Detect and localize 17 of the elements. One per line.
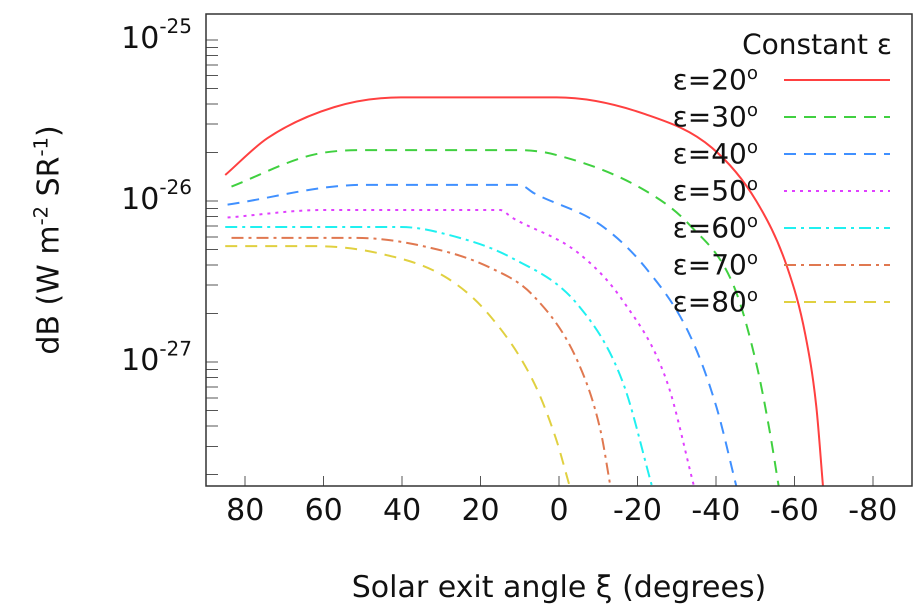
x-tick-label: -60 (770, 492, 819, 528)
x-tick-label: -40 (691, 492, 740, 528)
x-tick-label: 0 (549, 492, 569, 528)
legend-label: ε=20$^{o}$ (672, 62, 758, 96)
legend-label: ε=30$^{o}$ (672, 100, 758, 134)
x-tick-label: -20 (612, 492, 662, 528)
legend-label: ε=70$^{o}$ (672, 248, 758, 282)
x-tick-label: 80 (226, 492, 264, 528)
legend-title: Constant ε (741, 28, 892, 61)
legend-label: ε=50$^{o}$ (672, 174, 758, 208)
x-tick-label: 60 (304, 492, 343, 528)
x-axis-title: Solar exit angle ξ (degrees) (350, 570, 768, 605)
x-tick-label: 40 (383, 492, 422, 528)
legend-label: ε=80$^{o}$ (672, 284, 758, 318)
x-tick-label: 20 (461, 492, 500, 528)
legend-label: ε=60$^{o}$ (672, 210, 758, 244)
x-tick-label: -80 (848, 492, 898, 528)
